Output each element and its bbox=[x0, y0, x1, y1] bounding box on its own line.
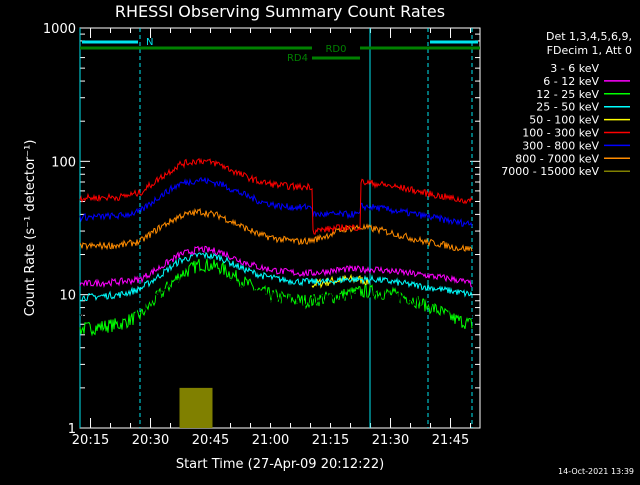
legend-item-label: 6 - 12 keV bbox=[543, 75, 599, 88]
series-line bbox=[79, 177, 473, 227]
legend-item-label: 100 - 300 keV bbox=[522, 127, 599, 140]
y-tick-label: 1000 bbox=[43, 22, 76, 37]
legend-header-line-2: FDecim 1, Att 0 bbox=[547, 44, 632, 57]
series-line bbox=[179, 387, 213, 429]
series-line bbox=[79, 270, 473, 320]
x-tick-label: 21:30 bbox=[372, 433, 409, 448]
chart-title: RHESSI Observing Summary Count Rates bbox=[115, 2, 445, 21]
night-label: N bbox=[146, 37, 153, 48]
legend-item-label: 800 - 7000 keV bbox=[515, 152, 599, 165]
x-tick-label: 20:30 bbox=[132, 433, 169, 448]
y-tick-label: 10 bbox=[59, 289, 76, 304]
legend: Det 1,3,4,5,6,9, FDecim 1, Att 0 3 - 6 k… bbox=[501, 30, 632, 178]
y-axis-ticks: 1 10 100 1000 bbox=[43, 22, 480, 437]
legend-header-line-1: Det 1,3,4,5,6,9, bbox=[546, 30, 632, 43]
legend-item-label: 3 - 6 keV bbox=[550, 62, 599, 75]
x-tick-label: 20:15 bbox=[72, 433, 109, 448]
legend-item-label: 50 - 100 keV bbox=[529, 114, 599, 127]
series-line bbox=[79, 251, 473, 302]
status-bars: N RD0 RD4 bbox=[80, 37, 480, 64]
rd0-label: RD0 bbox=[325, 44, 346, 55]
x-axis-label: Start Time (27-Apr-09 20:12:22) bbox=[176, 457, 384, 472]
y-tick-label: 1 bbox=[68, 422, 76, 437]
y-axis-label: Count Rate (s⁻¹ detector⁻¹) bbox=[23, 140, 38, 317]
legend-item-label: 12 - 25 keV bbox=[536, 88, 599, 101]
timestamp: 14-Oct-2021 13:39 bbox=[558, 467, 634, 476]
series-layer bbox=[79, 157, 473, 429]
legend-item-label: 25 - 50 keV bbox=[536, 101, 599, 114]
x-axis-ticks: 20:15 20:30 20:45 21:00 21:15 21:30 21:45 bbox=[72, 28, 472, 448]
y-tick-label: 100 bbox=[51, 155, 76, 170]
series-line bbox=[79, 157, 473, 235]
x-tick-label: 20:45 bbox=[192, 433, 229, 448]
rd4-label: RD4 bbox=[287, 53, 308, 64]
series-line bbox=[79, 245, 473, 288]
x-tick-label: 21:15 bbox=[312, 433, 349, 448]
series-line bbox=[79, 207, 473, 252]
legend-item-label: 7000 - 15000 keV bbox=[501, 165, 599, 178]
x-tick-label: 21:00 bbox=[252, 433, 289, 448]
vertical-markers bbox=[79, 28, 473, 428]
x-tick-label: 21:45 bbox=[432, 433, 469, 448]
legend-item-label: 300 - 800 keV bbox=[522, 139, 599, 152]
